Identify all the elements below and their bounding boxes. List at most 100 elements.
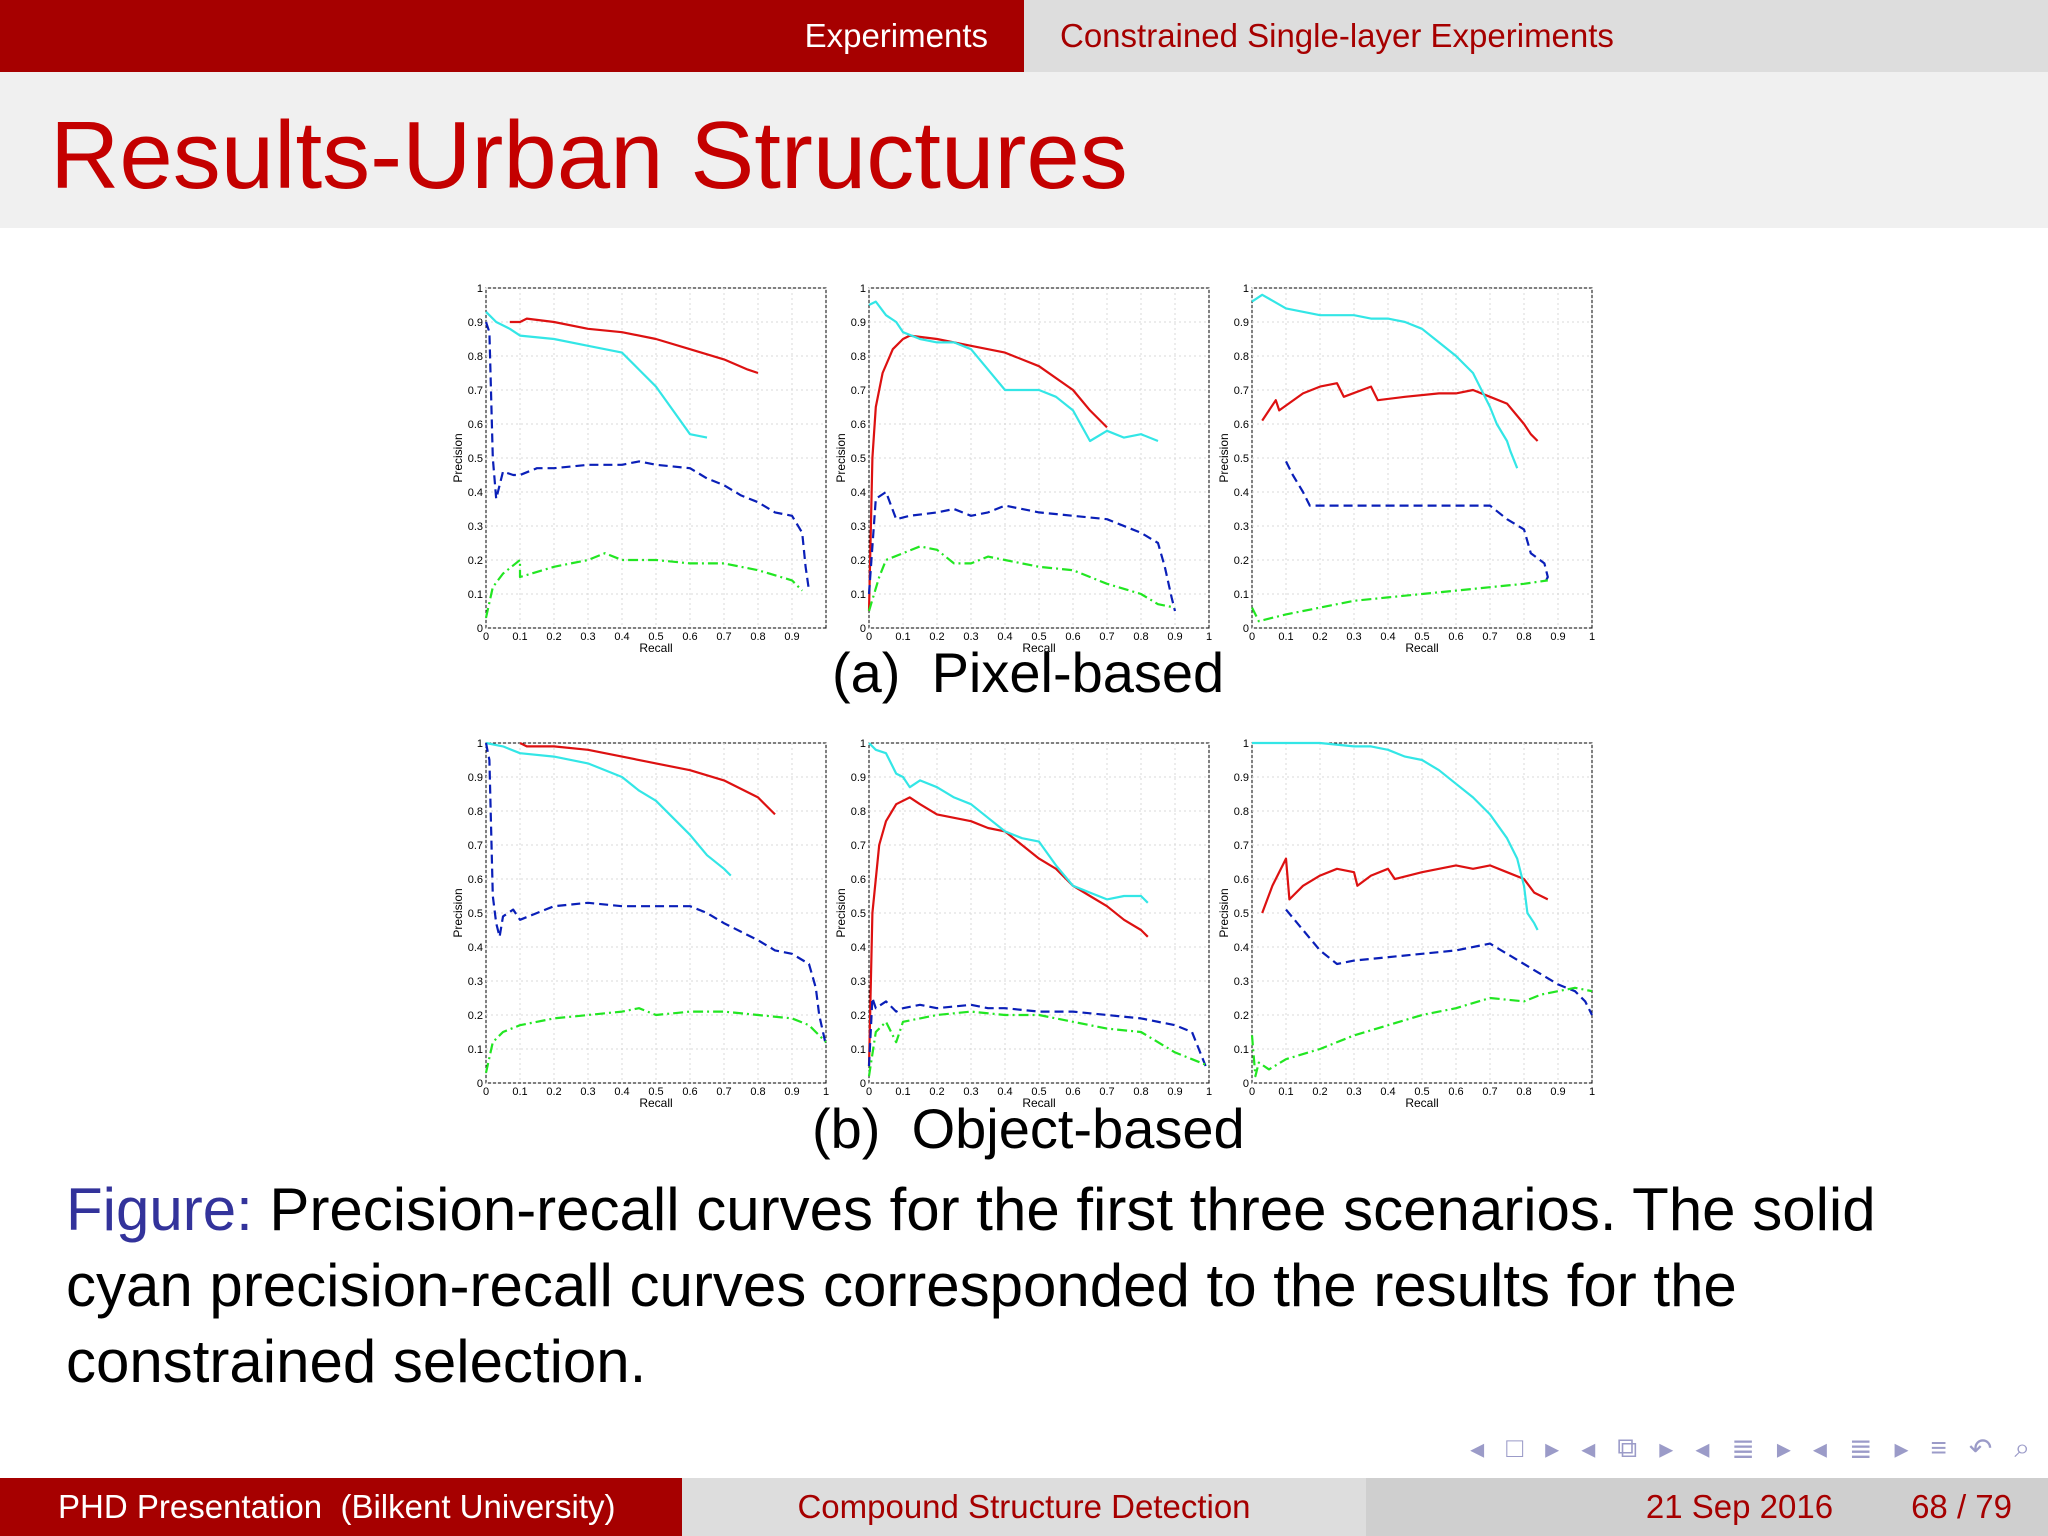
x-tick-label: 0.6 bbox=[682, 1086, 697, 1098]
y-tick-label: 0 bbox=[1243, 1078, 1249, 1090]
arrow-left-icon[interactable]: ◂ bbox=[1812, 1432, 1827, 1464]
x-tick-label: 0.4 bbox=[1380, 631, 1395, 643]
footer-meta: 21 Sep 2016 68 / 79 bbox=[1366, 1478, 2048, 1536]
y-tick-label: 0.7 bbox=[1234, 385, 1249, 397]
y-tick-label: 0.9 bbox=[851, 317, 866, 329]
footer-author[interactable]: PHD Presentation (Bilkent University) bbox=[0, 1478, 682, 1536]
subsection-icon[interactable]: ⧉ bbox=[1617, 1431, 1638, 1463]
section-icon[interactable]: ≣ bbox=[1731, 1432, 1755, 1464]
x-tick-label: 1 bbox=[1206, 631, 1212, 643]
x-tick-label: 1 bbox=[1589, 1086, 1595, 1098]
x-tick-label: 0.7 bbox=[716, 631, 731, 643]
x-tick-label: 0.7 bbox=[716, 1086, 731, 1098]
header-subsection[interactable]: Constrained Single-layer Experiments bbox=[1024, 0, 2048, 72]
y-tick-label: 1 bbox=[477, 283, 483, 295]
outline-icon[interactable]: ≣ bbox=[1848, 1432, 1873, 1464]
x-tick-label: 1 bbox=[1589, 631, 1595, 643]
slide-title: Results-Urban Structures bbox=[50, 102, 1128, 209]
align-icon[interactable]: ≡ bbox=[1930, 1432, 1947, 1463]
plot-a-1: 0 0.1 0.2 0.3 0.4 0.5 0.6 0.7 0.8 0.9 0 0.1 0.2 0.3 0.… bbox=[440, 282, 840, 662]
y-tick-label: 0.1 bbox=[1234, 589, 1249, 601]
x-tick-label: 0.3 bbox=[1346, 1086, 1361, 1098]
y-tick-label: 0.9 bbox=[1234, 772, 1249, 784]
frame-icon[interactable]: □ bbox=[1506, 1432, 1524, 1463]
y-tick-label: 0.7 bbox=[851, 840, 866, 852]
footer-title[interactable]: Compound Structure Detection bbox=[682, 1478, 1366, 1536]
x-tick-label: 0 bbox=[866, 631, 872, 643]
y-tick-label: 0.9 bbox=[1234, 317, 1249, 329]
x-tick-label: 0.4 bbox=[614, 631, 629, 643]
subcaption-b: (b) Object-based bbox=[812, 1096, 1245, 1161]
footer-title-label: Compound Structure Detection bbox=[797, 1488, 1251, 1525]
y-tick-label: 0.4 bbox=[468, 487, 483, 499]
series-line-blue bbox=[484, 321, 811, 591]
y-tick-label: 1 bbox=[477, 738, 483, 750]
arrow-left-icon[interactable]: ◂ bbox=[1581, 1432, 1596, 1464]
y-tick-label: 0.3 bbox=[468, 521, 483, 533]
series-line-red bbox=[519, 742, 776, 816]
x-tick-label: 0.1 bbox=[512, 631, 527, 643]
arrow-right-icon[interactable]: ▸ bbox=[1659, 1432, 1674, 1464]
subcaption-b-text: Object-based bbox=[911, 1097, 1245, 1160]
y-tick-label: 0.8 bbox=[851, 351, 866, 363]
series-line-green bbox=[867, 545, 1176, 612]
x-tick-label: 0.4 bbox=[1380, 1086, 1395, 1098]
y-tick-label: 1 bbox=[1243, 283, 1249, 295]
figure-caption-label: Figure: bbox=[66, 1176, 253, 1243]
x-axis-label: Recall bbox=[1022, 641, 1055, 655]
undo-icon[interactable]: ↶ bbox=[1968, 1432, 1993, 1464]
y-tick-label: 1 bbox=[1243, 738, 1249, 750]
y-axis-label: Precision bbox=[834, 433, 848, 482]
y-tick-label: 0.5 bbox=[468, 908, 483, 920]
x-tick-label: 0 bbox=[483, 631, 489, 643]
series-line-red bbox=[1261, 382, 1539, 442]
x-tick-label: 0.3 bbox=[1346, 631, 1361, 643]
series-line-red bbox=[867, 796, 1149, 1067]
x-tick-label: 0.6 bbox=[1448, 1086, 1463, 1098]
arrow-right-icon[interactable]: ▸ bbox=[1894, 1432, 1909, 1464]
x-tick-label: 0.1 bbox=[512, 1086, 527, 1098]
x-tick-label: 0.2 bbox=[546, 1086, 561, 1098]
x-tick-label: 0.9 bbox=[1550, 1086, 1565, 1098]
header-subsection-label: Constrained Single-layer Experiments bbox=[1060, 17, 1614, 54]
y-tick-label: 0.4 bbox=[851, 942, 866, 954]
x-axis-label: Recall bbox=[1405, 1096, 1438, 1110]
x-tick-label: 0.6 bbox=[1065, 631, 1080, 643]
arrow-left-icon[interactable]: ◂ bbox=[1695, 1432, 1710, 1464]
y-tick-label: 0.8 bbox=[1234, 806, 1249, 818]
y-tick-label: 0 bbox=[1243, 623, 1249, 635]
footer-bar: PHD Presentation (Bilkent University) Co… bbox=[0, 1478, 2048, 1536]
plot-a-2-svg: 0 0.1 0.2 0.3 0.4 0.5 0.6 0.7 0.8 0.9 1 0 0.1 0.2 0.3 0… bbox=[834, 283, 1212, 655]
y-tick-label: 0.9 bbox=[468, 772, 483, 784]
header-bar: Experiments Constrained Single-layer Exp… bbox=[0, 0, 2048, 72]
header-section[interactable]: Experiments bbox=[0, 0, 1024, 72]
y-tick-label: 0.8 bbox=[468, 806, 483, 818]
x-tick-label: 0 bbox=[1249, 1086, 1255, 1098]
x-tick-label: 0.5 bbox=[1031, 1086, 1046, 1098]
search-icon[interactable]: ⌕ bbox=[2014, 1431, 2030, 1463]
x-tick-label: 0.8 bbox=[1133, 1086, 1148, 1098]
arrow-right-icon[interactable]: ▸ bbox=[1776, 1432, 1791, 1464]
series-line-red bbox=[509, 317, 759, 375]
plot-a-1-svg: 0 0.1 0.2 0.3 0.4 0.5 0.6 0.7 0.8 0.9 0 0.1 0.2 0.3 0.… bbox=[451, 283, 827, 655]
y-tick-label: 0.2 bbox=[468, 1010, 483, 1022]
y-axis-label: Precision bbox=[451, 888, 465, 937]
y-axis-label: Precision bbox=[451, 433, 465, 482]
y-tick-label: 0.8 bbox=[851, 806, 866, 818]
x-tick-label: 0.8 bbox=[1133, 631, 1148, 643]
plot-b-2-svg: 0 0.1 0.2 0.3 0.4 0.5 0.6 0.7 0.8 0.9 1 0 0.1 0.2 0.3 0… bbox=[834, 738, 1212, 1110]
y-tick-label: 0.5 bbox=[851, 908, 866, 920]
subcaption-b-tag: (b) bbox=[812, 1097, 881, 1160]
series-line-cyan bbox=[1252, 741, 1539, 931]
x-tick-label: 0.8 bbox=[750, 1086, 765, 1098]
plot-a-3-svg: 0 0.1 0.2 0.3 0.4 0.5 0.6 0.7 0.8 0.9 1 0 0.1 0.2 0.3 0… bbox=[1217, 283, 1595, 655]
y-tick-label: 0.6 bbox=[851, 419, 866, 431]
arrow-left-icon[interactable]: ◂ bbox=[1470, 1432, 1485, 1464]
x-tick-label: 0.8 bbox=[750, 631, 765, 643]
y-tick-label: 0.1 bbox=[851, 1044, 866, 1056]
series-line-cyan bbox=[485, 311, 708, 439]
arrow-right-icon[interactable]: ▸ bbox=[1545, 1432, 1560, 1464]
plot-b-2: 0 0.1 0.2 0.3 0.4 0.5 0.6 0.7 0.8 0.9 1 0 0.1 0.2 0.3 0… bbox=[823, 737, 1223, 1117]
y-tick-label: 0 bbox=[860, 1078, 866, 1090]
x-tick-label: 0.4 bbox=[614, 1086, 629, 1098]
